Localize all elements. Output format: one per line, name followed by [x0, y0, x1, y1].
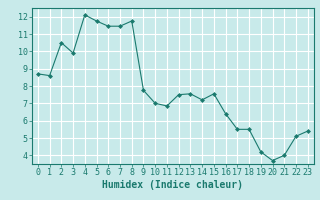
X-axis label: Humidex (Indice chaleur): Humidex (Indice chaleur): [102, 180, 243, 190]
